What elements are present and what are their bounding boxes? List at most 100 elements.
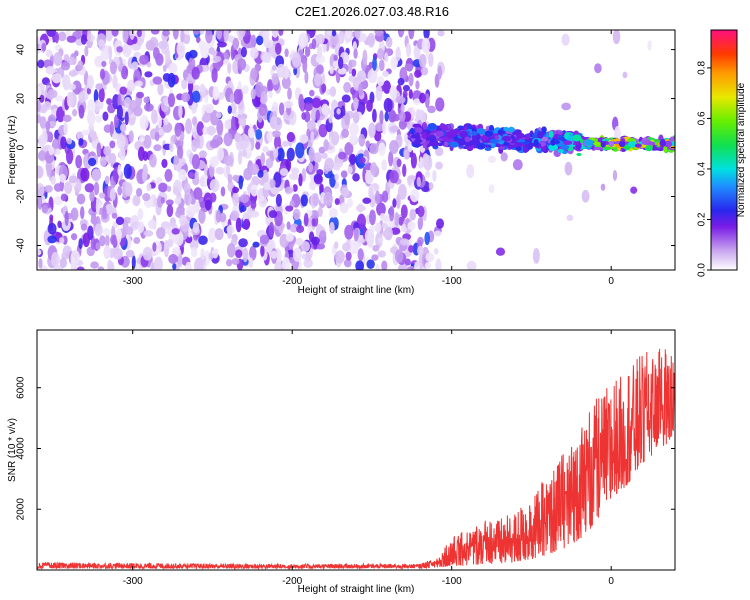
heatmap-cell xyxy=(646,141,656,146)
heatmap-cell xyxy=(239,194,249,204)
heatmap-cell xyxy=(285,205,294,212)
heatmap-cell xyxy=(255,35,264,46)
heatmap-cell xyxy=(163,240,170,256)
heatmap-cell xyxy=(46,30,57,37)
heatmap-cell xyxy=(227,173,233,184)
heatmap-cell xyxy=(408,72,414,87)
heatmap-cell xyxy=(316,64,324,75)
heatmap-cell xyxy=(109,121,114,138)
heatmap-cell xyxy=(180,30,185,43)
heatmap-cell xyxy=(39,104,48,114)
heatmap-cell xyxy=(137,221,145,233)
heatmap-cell xyxy=(310,210,320,219)
heatmap-cell xyxy=(366,99,373,112)
heatmap-cell xyxy=(364,228,375,244)
heatmap-cell xyxy=(285,232,294,242)
heatmap-cell xyxy=(40,265,48,270)
heatmap-cell xyxy=(152,47,160,60)
heatmap-cell xyxy=(659,139,666,147)
heatmap-cell xyxy=(368,122,376,138)
heatmap-cell xyxy=(375,263,380,270)
heatmap-cell xyxy=(99,156,107,167)
heatmap-cell xyxy=(144,71,153,78)
heatmap-cell xyxy=(68,70,78,77)
heatmap-cell xyxy=(382,121,387,135)
heatmap-cell xyxy=(298,173,303,187)
heatmap-cell xyxy=(417,205,425,218)
heatmap-cell xyxy=(37,194,43,210)
heatmap-cell xyxy=(435,258,442,270)
heatmap-cell xyxy=(260,152,266,166)
heatmap-cell xyxy=(76,266,85,270)
heatmap-cell xyxy=(230,102,237,114)
heatmap-cell xyxy=(618,140,626,148)
heatmap-cell xyxy=(193,257,204,270)
heatmap-cell xyxy=(258,102,268,117)
heatmap-cell xyxy=(199,176,205,187)
heatmap-cell xyxy=(152,76,163,85)
heatmap-cell xyxy=(367,69,378,84)
heatmap-cell xyxy=(178,104,183,119)
heatmap-cell xyxy=(105,233,110,248)
heatmap-cell xyxy=(141,169,147,183)
heatmap-cell xyxy=(550,139,556,146)
heatmap-cell xyxy=(414,261,420,270)
heatmap-cell xyxy=(338,151,347,160)
heatmap-cell xyxy=(154,131,160,142)
heatmap-cell xyxy=(53,183,63,192)
heatmap-cell xyxy=(398,111,406,122)
heatmap-cell xyxy=(401,67,406,81)
heatmap-cell xyxy=(93,181,100,196)
heatmap-cell xyxy=(116,46,123,53)
heatmap-cell xyxy=(561,102,571,111)
heatmap-cell xyxy=(353,48,358,59)
heatmap-cell xyxy=(190,247,198,258)
colorbar-tick-label: 0.0 xyxy=(697,263,708,277)
x-tick-label: -100 xyxy=(442,576,462,587)
heatmap-cell xyxy=(80,223,88,231)
heatmap-cell xyxy=(347,197,353,208)
heatmap-cell xyxy=(354,30,361,40)
heatmap-cell xyxy=(283,100,294,109)
heatmap-cell xyxy=(291,167,300,175)
heatmap-cell xyxy=(501,135,512,142)
heatmap-cell xyxy=(522,141,530,145)
heatmap-cell xyxy=(250,88,256,100)
heatmap-cell xyxy=(50,251,60,267)
heatmap-cell xyxy=(276,147,285,162)
heatmap-cell xyxy=(466,260,477,270)
heatmap-cell xyxy=(166,204,174,218)
heatmap-cell xyxy=(59,257,68,269)
y-tick-label: 0 xyxy=(16,144,27,150)
heatmap-cell xyxy=(192,221,200,234)
heatmap-cell xyxy=(600,183,606,191)
heatmap-cell xyxy=(303,213,309,227)
heatmap-cell xyxy=(488,184,495,194)
heatmap-cell xyxy=(612,169,618,181)
heatmap-cell xyxy=(331,131,340,146)
heatmap-cell xyxy=(261,169,269,185)
heatmap-cell xyxy=(143,230,154,237)
heatmap-cell xyxy=(312,192,319,207)
heatmap-cell xyxy=(410,152,417,169)
heatmap-cell xyxy=(136,30,142,38)
heatmap-cell xyxy=(184,261,192,270)
y-tick-label: 20 xyxy=(16,93,27,105)
heatmap-cell xyxy=(238,238,248,248)
heatmap-cell xyxy=(284,48,289,58)
heatmap-cell xyxy=(59,237,65,244)
heatmap-cell xyxy=(415,132,420,141)
heatmap-cell xyxy=(422,153,430,167)
heatmap-cell xyxy=(355,205,366,212)
snr-panel: -300 -200 -100 0 2000 4000 6000 Height of stra… xyxy=(7,329,676,595)
heatmap-cell xyxy=(55,95,64,102)
heatmap-cell xyxy=(407,175,413,186)
heatmap-cell xyxy=(232,186,240,194)
heatmap-cell xyxy=(124,111,129,126)
heatmap-cell xyxy=(554,140,560,145)
heatmap-cell xyxy=(316,33,325,45)
heatmap-cell xyxy=(301,168,307,182)
heatmap-cells xyxy=(37,30,675,270)
heatmap-cell xyxy=(42,59,53,69)
heatmap-cell xyxy=(436,137,444,142)
